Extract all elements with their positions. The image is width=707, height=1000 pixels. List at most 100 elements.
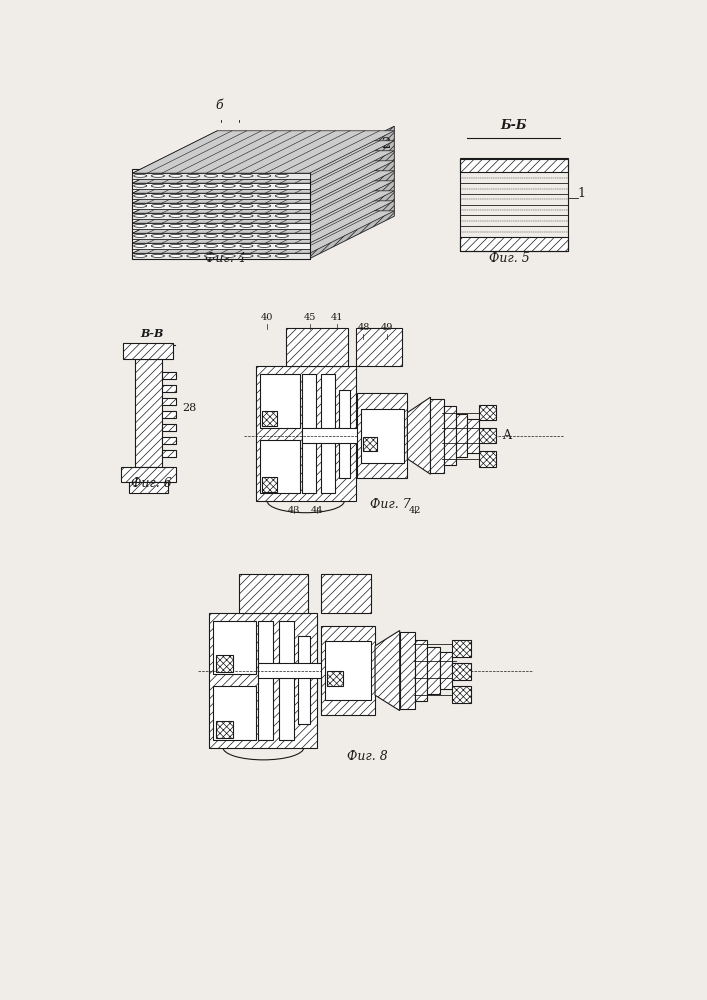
- Ellipse shape: [257, 254, 271, 257]
- Ellipse shape: [275, 194, 288, 197]
- Ellipse shape: [222, 244, 235, 247]
- Text: В-В: В-В: [140, 328, 163, 339]
- Bar: [444, 406, 456, 465]
- Bar: [135, 359, 162, 466]
- Ellipse shape: [204, 234, 218, 237]
- Text: б: б: [215, 99, 223, 112]
- Bar: [361, 409, 404, 463]
- Ellipse shape: [275, 254, 288, 257]
- Bar: [162, 437, 175, 444]
- Ellipse shape: [222, 184, 235, 187]
- Bar: [214, 620, 256, 674]
- Text: 1: 1: [578, 187, 585, 200]
- Polygon shape: [132, 233, 310, 239]
- Ellipse shape: [169, 174, 182, 177]
- Polygon shape: [132, 253, 310, 259]
- Ellipse shape: [275, 224, 288, 227]
- Ellipse shape: [204, 194, 218, 197]
- Ellipse shape: [257, 214, 271, 217]
- Ellipse shape: [187, 204, 200, 207]
- Polygon shape: [132, 211, 395, 253]
- Text: Фиг. 8: Фиг. 8: [347, 750, 387, 763]
- Bar: [258, 620, 274, 740]
- Polygon shape: [132, 173, 310, 179]
- Ellipse shape: [134, 194, 147, 197]
- Polygon shape: [132, 183, 310, 189]
- Ellipse shape: [134, 224, 147, 227]
- Bar: [440, 652, 452, 689]
- Bar: [162, 398, 175, 405]
- Ellipse shape: [134, 174, 147, 177]
- Text: 43: 43: [288, 506, 300, 515]
- Bar: [121, 466, 175, 482]
- Text: 40: 40: [261, 313, 274, 322]
- Bar: [452, 663, 471, 680]
- Ellipse shape: [187, 184, 200, 187]
- Bar: [357, 393, 407, 478]
- Ellipse shape: [169, 224, 182, 227]
- Ellipse shape: [134, 214, 147, 217]
- Ellipse shape: [257, 204, 271, 207]
- Text: 48: 48: [357, 323, 370, 332]
- Ellipse shape: [151, 214, 165, 217]
- Ellipse shape: [222, 254, 235, 257]
- Bar: [262, 477, 277, 492]
- Text: Фиг. 5: Фиг. 5: [489, 252, 530, 265]
- Polygon shape: [132, 213, 310, 219]
- Ellipse shape: [187, 174, 200, 177]
- Ellipse shape: [275, 204, 288, 207]
- Ellipse shape: [204, 184, 218, 187]
- Bar: [162, 372, 175, 379]
- Bar: [259, 440, 300, 493]
- Bar: [356, 328, 402, 366]
- Bar: [129, 482, 168, 493]
- Bar: [162, 424, 175, 431]
- Ellipse shape: [240, 184, 253, 187]
- Ellipse shape: [134, 184, 147, 187]
- Ellipse shape: [240, 244, 253, 247]
- Ellipse shape: [187, 254, 200, 257]
- Polygon shape: [132, 243, 310, 249]
- Ellipse shape: [134, 254, 147, 257]
- Ellipse shape: [240, 234, 253, 237]
- Ellipse shape: [204, 224, 218, 227]
- Bar: [162, 411, 175, 418]
- Ellipse shape: [151, 244, 165, 247]
- Ellipse shape: [275, 244, 288, 247]
- Polygon shape: [132, 181, 395, 223]
- Bar: [162, 450, 175, 457]
- Ellipse shape: [151, 194, 165, 197]
- Bar: [456, 414, 467, 457]
- Ellipse shape: [134, 204, 147, 207]
- Bar: [321, 374, 335, 493]
- Bar: [479, 451, 496, 466]
- Bar: [321, 574, 371, 613]
- Ellipse shape: [257, 184, 271, 187]
- Bar: [460, 158, 568, 251]
- Bar: [415, 640, 428, 701]
- Text: 42: 42: [409, 506, 421, 515]
- Bar: [363, 437, 378, 451]
- Ellipse shape: [204, 174, 218, 177]
- Bar: [479, 428, 496, 443]
- Bar: [327, 671, 343, 686]
- Bar: [452, 640, 471, 657]
- Bar: [431, 399, 444, 473]
- Ellipse shape: [240, 194, 253, 197]
- Ellipse shape: [204, 214, 218, 217]
- Text: 45: 45: [303, 313, 316, 322]
- Bar: [258, 663, 443, 678]
- Bar: [479, 405, 496, 420]
- Ellipse shape: [222, 224, 235, 227]
- Ellipse shape: [169, 244, 182, 247]
- Ellipse shape: [169, 234, 182, 237]
- Ellipse shape: [240, 224, 253, 227]
- Polygon shape: [132, 193, 310, 199]
- Ellipse shape: [275, 174, 288, 177]
- Bar: [325, 641, 371, 700]
- Ellipse shape: [275, 184, 288, 187]
- Text: Б-Б: Б-Б: [501, 119, 527, 132]
- Polygon shape: [132, 191, 395, 233]
- Bar: [239, 574, 308, 613]
- Ellipse shape: [257, 224, 271, 227]
